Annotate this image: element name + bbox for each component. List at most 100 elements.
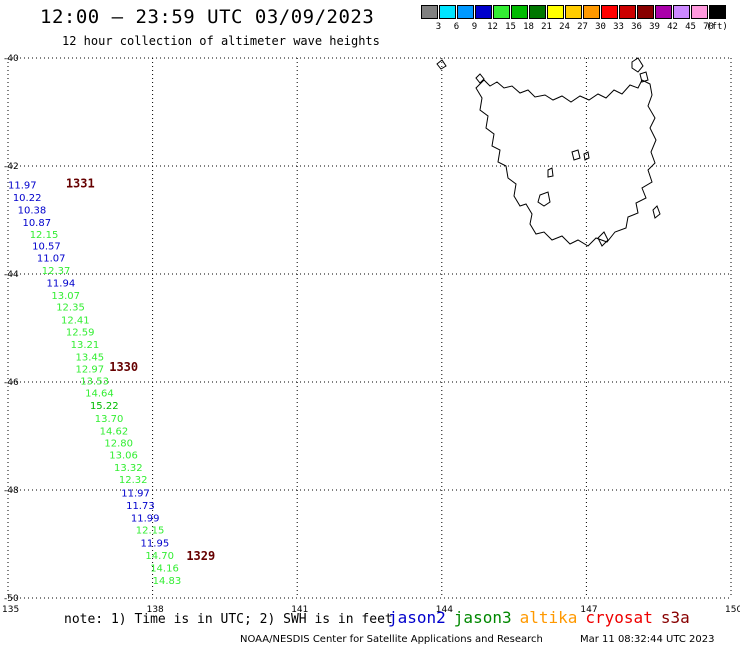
- legend-label: 39: [649, 22, 660, 32]
- lat-label: -46: [4, 378, 19, 388]
- legend-label: 3: [435, 22, 442, 32]
- observation-value: 12.97: [75, 364, 104, 375]
- flinders-island-2: [639, 71, 649, 83]
- lon-label: 144: [436, 605, 453, 615]
- map-subtitle: 12 hour collection of altimeter wave hei…: [62, 34, 380, 48]
- legend-swatch: [457, 5, 474, 19]
- legend-swatch: [655, 5, 672, 19]
- observation-value: 14.64: [85, 389, 114, 400]
- legend-label: 6: [453, 22, 460, 32]
- lat-label: -50: [4, 594, 19, 604]
- observation-value: 11.07: [37, 254, 66, 265]
- legend-swatch: [547, 5, 564, 19]
- timestamp-text: Mar 11 08:32:44 UTC 2023: [580, 634, 715, 645]
- tasmania-coastline: [436, 57, 661, 247]
- lake-3: [547, 167, 554, 178]
- legend-swatch: [583, 5, 600, 19]
- lon-label: 150: [725, 605, 740, 615]
- observation-value: 14.70: [145, 551, 174, 562]
- satellite-legend: jason2 jason3 altika cryosat s3a: [388, 608, 698, 627]
- legend-swatch: [691, 5, 708, 19]
- observation-value: 14.83: [153, 576, 182, 587]
- observation-value: 13.07: [51, 291, 80, 302]
- legend-label: 21: [541, 22, 552, 32]
- satellite-name: jason3: [453, 608, 512, 627]
- legend-label: 42: [667, 22, 678, 32]
- satellite-name: jason2: [388, 608, 446, 627]
- maria-island: [652, 205, 661, 219]
- footer-note: note: 1) Time is in UTC; 2) SWH is in fe…: [64, 612, 393, 627]
- observation-value: 13.32: [114, 463, 143, 474]
- credit-text: NOAA/NESDIS Center for Satellite Applica…: [240, 634, 543, 645]
- lake-2: [537, 191, 551, 207]
- legend-swatch: [493, 5, 510, 19]
- lat-label: -44: [4, 270, 19, 280]
- observation-value: 10.87: [22, 218, 51, 229]
- legend-label: 33: [613, 22, 624, 32]
- observation-value: 10.38: [18, 206, 47, 217]
- observation-value: 12.37: [42, 266, 71, 277]
- observation-value: 14.62: [100, 426, 129, 437]
- legend-swatch: [565, 5, 582, 19]
- legend-label: 30: [595, 22, 606, 32]
- lat-label: -42: [4, 162, 19, 172]
- satellite-name: s3a: [660, 608, 690, 627]
- legend-swatch: [637, 5, 654, 19]
- observation-value: 13.70: [95, 414, 124, 425]
- legend-swatch: [673, 5, 690, 19]
- legend-swatch: [601, 5, 618, 19]
- legend-swatch: [511, 5, 528, 19]
- pass-number: 1331: [66, 177, 95, 191]
- observation-value: 15.22: [90, 401, 119, 412]
- observation-value: 11.97: [121, 488, 150, 499]
- observation-value: 11.99: [131, 513, 160, 524]
- legend-label: 24: [559, 22, 570, 32]
- tasmania-main-outline: [475, 79, 657, 247]
- observation-value: 13.45: [75, 352, 104, 363]
- observation-value: 11.97: [8, 181, 37, 192]
- observation-value: 12.15: [136, 526, 165, 537]
- legend-label: 70: [703, 22, 714, 32]
- observation-value: 13.06: [109, 451, 138, 462]
- legend-label: 27: [577, 22, 588, 32]
- legend-swatch: [421, 5, 438, 19]
- observation-value: 12.32: [119, 475, 148, 486]
- observation-value: 14.16: [150, 564, 179, 575]
- pass-number: 1329: [186, 549, 215, 563]
- observation-value: 12.41: [61, 316, 90, 327]
- legend-label: 45: [685, 22, 696, 32]
- lon-label: 135: [2, 605, 19, 615]
- legend-label: 15: [505, 22, 516, 32]
- legend-label: 36: [631, 22, 642, 32]
- satellite-name: cryosat: [585, 608, 653, 627]
- lat-label: -40: [4, 54, 19, 64]
- hunter-island: [475, 73, 485, 84]
- observation-value: 13.21: [71, 340, 100, 351]
- legend-swatch: [439, 5, 456, 19]
- lat-label: -48: [4, 486, 19, 496]
- lake-4: [583, 151, 590, 161]
- observation-labels: 11.9710.2210.3810.8712.1510.5711.0712.37…: [8, 181, 181, 587]
- observation-value: 12.35: [56, 303, 85, 314]
- bruny-island: [597, 231, 609, 247]
- lon-label: 141: [291, 605, 308, 615]
- legend-label: 18: [523, 22, 534, 32]
- pass-labels: 1331 1330 1329: [66, 177, 215, 564]
- legend-swatch: [529, 5, 546, 19]
- legend-swatch: [619, 5, 636, 19]
- legend-swatch: [709, 5, 726, 19]
- observation-value: 12.15: [30, 230, 59, 241]
- legend-label: 12: [487, 22, 498, 32]
- legend-unit: (ft): [706, 22, 728, 32]
- observation-value: 11.95: [141, 539, 170, 550]
- map-title: 12:00 – 23:59 UTC 03/09/2023: [40, 6, 375, 28]
- observation-value: 13.53: [80, 377, 109, 388]
- pass-number: 1330: [109, 360, 138, 374]
- observation-value: 12.80: [104, 438, 133, 449]
- lon-label: 138: [147, 605, 164, 615]
- observation-value: 10.22: [13, 193, 42, 204]
- lon-label: 147: [580, 605, 597, 615]
- flinders-island-1: [631, 57, 644, 73]
